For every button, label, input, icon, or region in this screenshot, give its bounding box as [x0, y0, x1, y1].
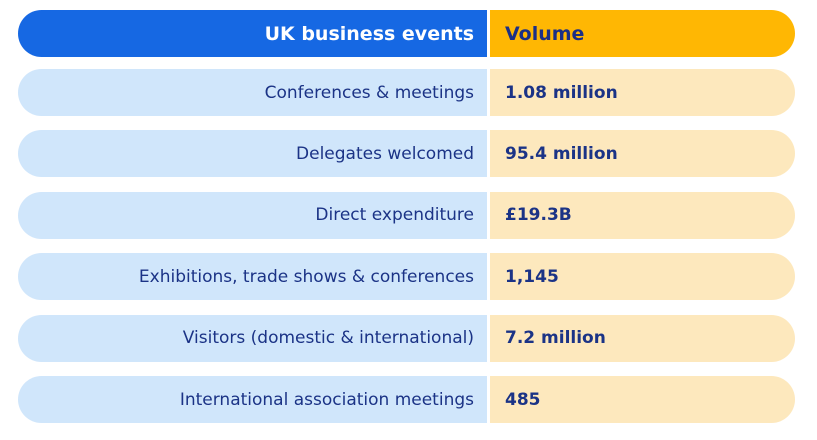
row-label: Conferences & meetings [18, 69, 487, 116]
row-label: International association meetings [18, 376, 487, 423]
table-row: Conferences & meetings 1.08 million [18, 69, 795, 116]
row-value: 95.4 million [490, 130, 795, 178]
row-value: 7.2 million [490, 314, 795, 362]
row-label: Delegates welcomed [18, 130, 487, 178]
row-label: Exhibitions, trade shows & conferences [18, 253, 487, 301]
table-row: Visitors (domestic & international) 7.2 m… [18, 314, 795, 362]
header-row: UK business events Volume [18, 10, 795, 57]
row-value: 485 [490, 376, 795, 423]
table-row: Direct expenditure £19.3B [18, 191, 795, 239]
row-label: Visitors (domestic & international) [18, 314, 487, 362]
header-cell: UK business events [18, 10, 487, 57]
table-row: International association meetings 485 [18, 376, 795, 423]
row-value: 1.08 million [490, 69, 795, 116]
table-row: Exhibitions, trade shows & conferences 1,… [18, 253, 795, 301]
row-value: £19.3B [490, 191, 795, 239]
row-label: Direct expenditure [18, 191, 487, 239]
row-value: 1,145 [490, 253, 795, 301]
table-row: Delegates welcomed 95.4 million [18, 130, 795, 178]
header-cell: Volume [490, 10, 795, 57]
